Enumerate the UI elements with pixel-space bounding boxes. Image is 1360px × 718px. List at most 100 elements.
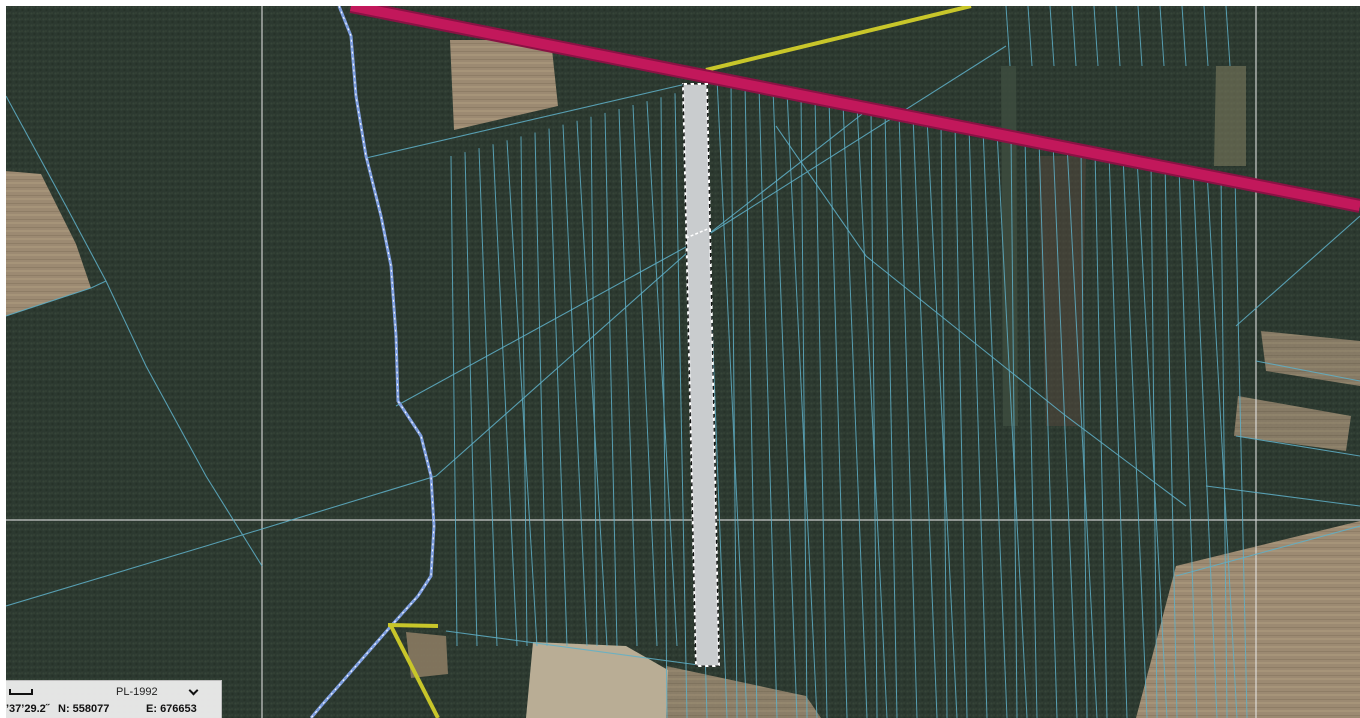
clearing-strip [1214, 66, 1246, 166]
parcel-line [1234, 176, 1248, 718]
parcel-line [1164, 163, 1178, 718]
chevron-down-icon[interactable] [188, 685, 199, 696]
parcel-line [926, 117, 958, 718]
parcel-line [856, 104, 888, 718]
parcel-line [842, 102, 868, 718]
scale-bar-icon [9, 689, 33, 695]
parcel-line [520, 136, 528, 647]
parcel-line [590, 116, 598, 647]
coordinate-readout: ’37’29.2˝ N: 558077 E: 676653 [6, 702, 222, 716]
parcel-line [996, 131, 1028, 718]
parcel-line [478, 148, 498, 647]
parcel-line [1024, 136, 1038, 718]
field-area [1261, 331, 1360, 386]
parcel-line [1066, 144, 1098, 718]
parcel-line [1203, 6, 1209, 67]
parcel-line [1038, 139, 1058, 718]
forest-shade [6, 6, 1360, 718]
crs-value: PL-1992 [116, 686, 158, 698]
parcel-line [1136, 157, 1168, 718]
e-label: E: [146, 703, 157, 715]
parcel-line [576, 120, 608, 647]
parcel-line [1049, 6, 1055, 67]
parcel-line [562, 124, 588, 647]
parcel-line [814, 96, 828, 718]
parcel-line [660, 97, 668, 718]
parcel-line [912, 115, 938, 718]
parcel-line [674, 93, 688, 718]
crs-select[interactable]: PL-1992 [98, 684, 208, 700]
parcel-line [1150, 160, 1158, 718]
status-bar: PL-1992 ’37’29.2˝ N: 558077 E: 676653 [6, 680, 222, 718]
parcel-line [786, 91, 818, 718]
parcel-line [1010, 133, 1018, 718]
main-road-center [350, 6, 1360, 211]
field-area [450, 40, 558, 130]
parcel-line [1159, 6, 1165, 67]
selected-parcel-outline [682, 83, 720, 667]
parcel-line [1192, 168, 1218, 718]
parcel-line [1115, 6, 1121, 67]
quarry-area [526, 642, 668, 718]
parcel-line [1181, 6, 1187, 67]
parcel-line [968, 125, 988, 718]
parcel-line [1093, 6, 1099, 67]
coordinate-n: N: 558077 [58, 702, 109, 716]
parcel-line [618, 108, 638, 647]
e-value: 676653 [160, 703, 197, 715]
secondary-road [705, 6, 972, 72]
field-area [1234, 396, 1351, 451]
parcel-line [954, 123, 968, 718]
secondary-road [389, 625, 440, 718]
parcel-line [646, 101, 678, 647]
parcel-line [898, 112, 918, 718]
parcel-line [1122, 155, 1148, 718]
parcel-line [1178, 165, 1198, 718]
parcel-line [1206, 171, 1238, 718]
parcel-line [940, 120, 948, 718]
parcel-line [828, 99, 848, 718]
parcel-line [450, 155, 458, 647]
parcel-line [1071, 6, 1077, 67]
selected-parcel[interactable] [681, 83, 721, 667]
parcel-line [800, 94, 808, 718]
parcel-line [772, 88, 798, 718]
coordinate-dms: ’37’29.2˝ [6, 703, 50, 715]
selected-parcel-divider [685, 227, 711, 239]
parcel-line [744, 83, 758, 718]
secondary-road [387, 623, 439, 628]
field-area [662, 666, 821, 718]
parcel-line [870, 107, 878, 718]
parcel-line [492, 144, 518, 647]
map-canvas[interactable] [6, 6, 1360, 718]
map-viewport[interactable]: PL-1992 ’37’29.2˝ N: 558077 E: 676653 [6, 6, 1360, 718]
coordinate-e: E: 676653 [146, 702, 197, 716]
parcel-line [632, 105, 658, 647]
parcel-line [1005, 6, 1011, 67]
parcel-line [730, 80, 738, 718]
clearing-strip [1038, 156, 1086, 426]
n-label: N: [58, 703, 70, 715]
parcel-line [884, 110, 898, 718]
field-area [6, 171, 91, 316]
parcel-line [1052, 141, 1078, 718]
parcel-line [548, 128, 568, 647]
parcel-line [1108, 152, 1128, 718]
parcel-line [758, 86, 778, 718]
field-area [406, 632, 448, 678]
parcel-line [716, 78, 748, 718]
parcel-line [506, 140, 538, 647]
parcel-line [534, 132, 548, 647]
parcel-line [1225, 6, 1231, 67]
parcel-line [1027, 6, 1033, 67]
parcel-line [1137, 6, 1143, 67]
parcel-line [1094, 149, 1108, 718]
parcel-line [982, 128, 1008, 718]
parcel-line [1220, 173, 1228, 718]
path-line-dots [310, 6, 435, 718]
n-value: 558077 [72, 703, 110, 715]
parcel-line [464, 152, 478, 647]
clearing-strip [1001, 66, 1018, 426]
parcel-line [1080, 147, 1088, 718]
parcel-line [604, 112, 618, 647]
